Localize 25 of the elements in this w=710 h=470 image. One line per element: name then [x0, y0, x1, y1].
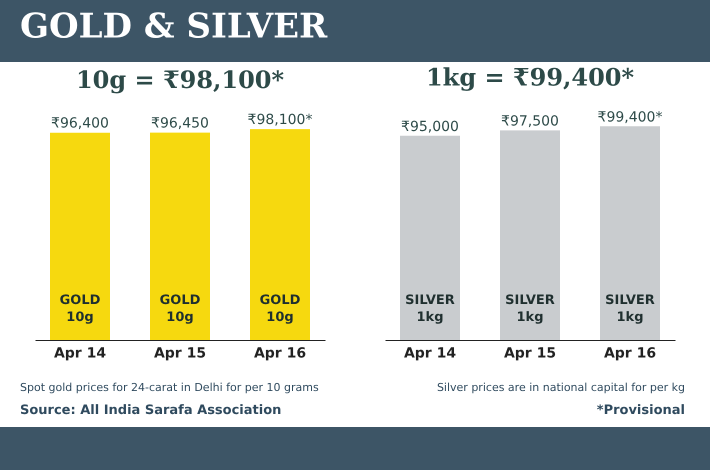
annotation: SILVER 1kg: [405, 293, 455, 325]
annotation: SILVER 1kg: [605, 293, 655, 325]
data-label: ₹95,000: [401, 118, 459, 135]
x-tick-label: Apr 16: [254, 346, 306, 362]
chart-title: GOLD & SILVER: [20, 6, 328, 46]
data-label: ₹96,400: [51, 116, 109, 132]
source-note: Source: All India Sarafa Association: [20, 403, 282, 418]
x-tick-label: Apr 16: [604, 346, 656, 362]
data-label: ₹98,100*: [248, 112, 312, 128]
annotation: SILVER 1kg: [505, 293, 555, 325]
x-tick-label: Apr 14: [54, 346, 106, 362]
data-label: ₹97,500: [501, 113, 559, 130]
x-tick-label: Apr 15: [504, 346, 556, 362]
text: Silver prices are in national capital for per kg: [436, 381, 685, 394]
text: *Provisional: [596, 403, 685, 418]
text: Spot gold prices for 24-carat in Delhi for per 10 grams: [20, 381, 319, 394]
chart-subtitle: 10g = ₹98,100*: [76, 65, 284, 94]
x-tick-label: Apr 15: [154, 346, 206, 362]
annotation: GOLD 10g: [260, 293, 301, 325]
annotation: GOLD 10g: [160, 293, 201, 325]
annotation: GOLD 10g: [60, 293, 101, 325]
chart-subtitle: 1kg = ₹99,400*: [426, 62, 634, 92]
data-label: ₹96,450: [151, 116, 209, 132]
x-tick-label: Apr 14: [404, 346, 456, 362]
data-label: ₹99,400*: [598, 109, 662, 126]
